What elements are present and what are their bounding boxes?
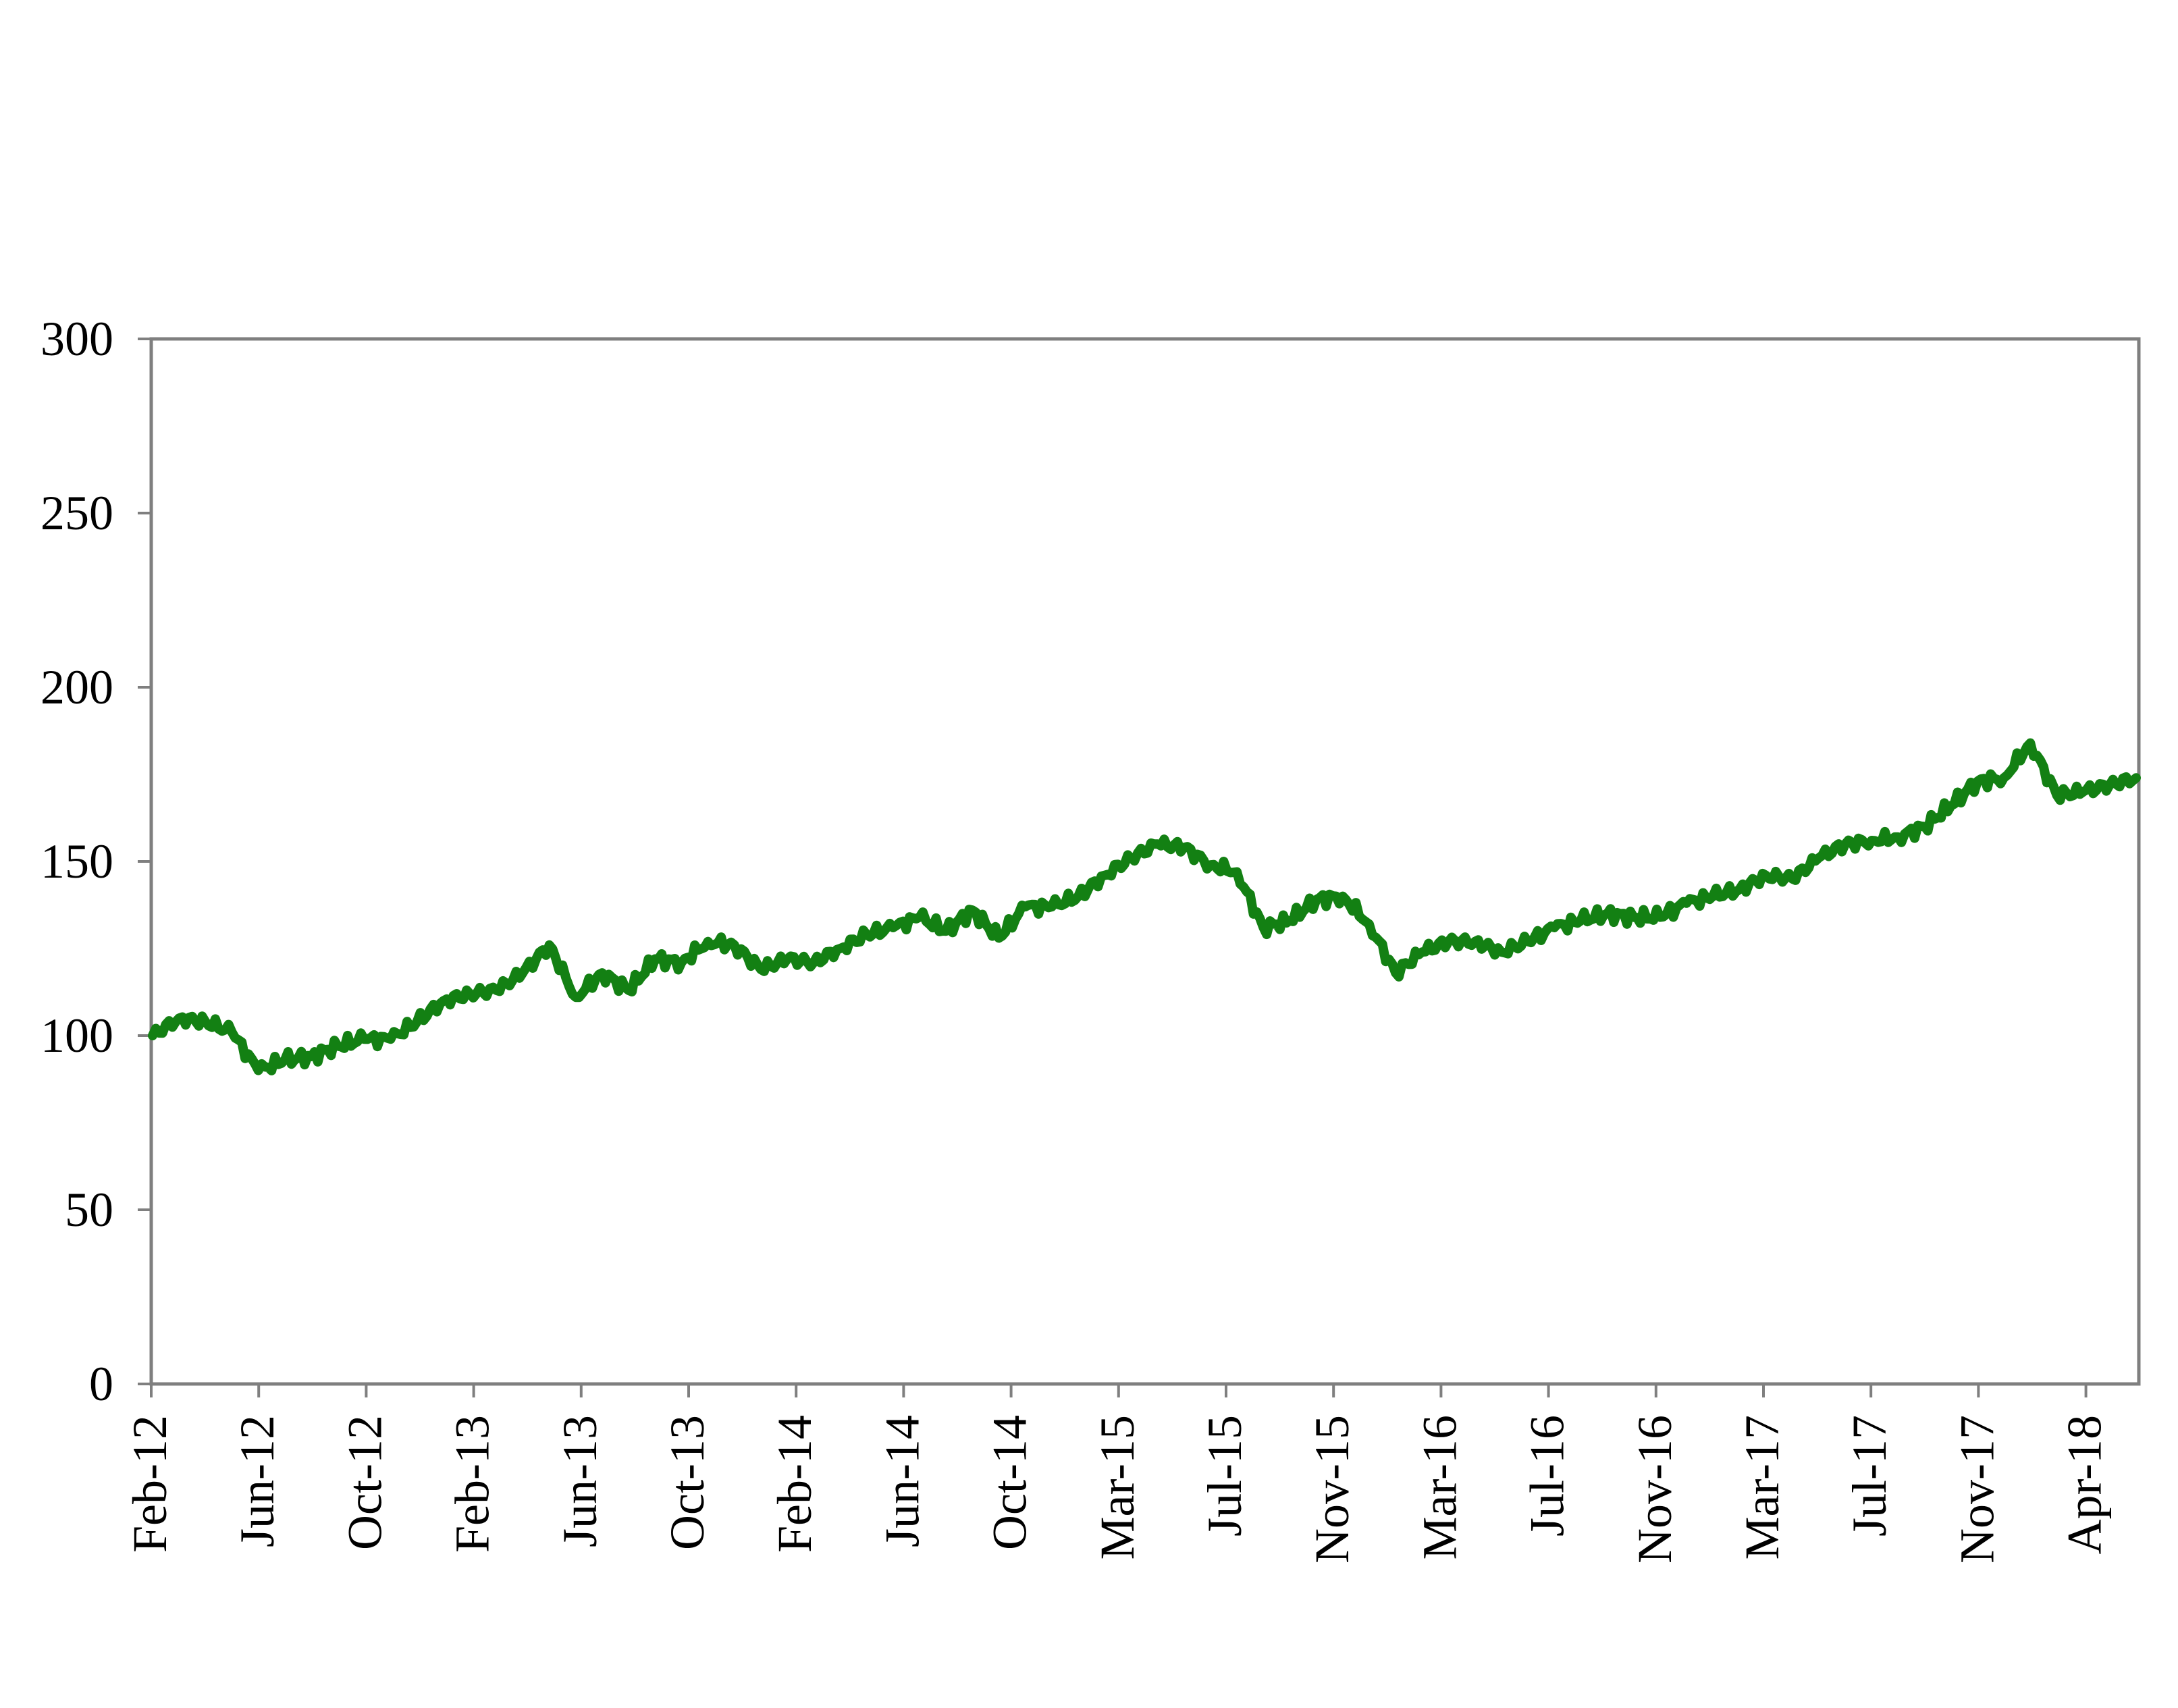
- x-axis: Feb-12 Jun-12 Oct-12 Feb-13 Jun-13 Oct-13 Feb-…: [123, 1384, 2112, 1564]
- x-tick-label: Nov-15: [1305, 1415, 1359, 1564]
- x-tick-label: Mar-17: [1735, 1415, 1789, 1560]
- x-tick-label: Mar-16: [1412, 1415, 1466, 1560]
- y-tick-label: 150: [41, 834, 113, 888]
- x-tick-label: Oct-12: [338, 1415, 392, 1550]
- x-tick-label: Jun-12: [230, 1415, 284, 1547]
- series-line: [148, 738, 2141, 1075]
- y-tick-label: 300: [41, 312, 113, 366]
- x-tick-label: Jul-17: [1842, 1415, 1896, 1537]
- x-tick-label: Jun-13: [553, 1415, 607, 1547]
- y-tick-label: 200: [41, 660, 113, 714]
- x-tick-label: Oct-14: [983, 1415, 1037, 1550]
- x-tick-label: Nov-17: [1950, 1415, 2004, 1564]
- x-tick-label: Nov-16: [1628, 1415, 1682, 1564]
- y-tick-label: 0: [89, 1357, 113, 1411]
- x-tick-label: Feb-13: [446, 1415, 500, 1553]
- plot-area-frame: [149, 337, 2141, 1386]
- x-tick-label: Feb-12: [123, 1415, 177, 1553]
- x-tick-label: Mar-15: [1090, 1415, 1144, 1560]
- x-tick-label: Oct-13: [660, 1415, 714, 1550]
- y-tick-label: 50: [65, 1183, 113, 1237]
- y-tick-label: 250: [41, 486, 113, 540]
- x-tick-label: Apr-18: [2058, 1415, 2112, 1555]
- y-tick-label: 100: [41, 1009, 113, 1063]
- x-tick-label: Jun-14: [875, 1415, 929, 1547]
- x-tick-label: Jul-16: [1520, 1415, 1574, 1537]
- x-tick-label: Feb-14: [768, 1415, 822, 1553]
- x-tick-label: Jul-15: [1198, 1415, 1252, 1537]
- y-axis: 0 50 100 150 200 250 300: [41, 312, 151, 1411]
